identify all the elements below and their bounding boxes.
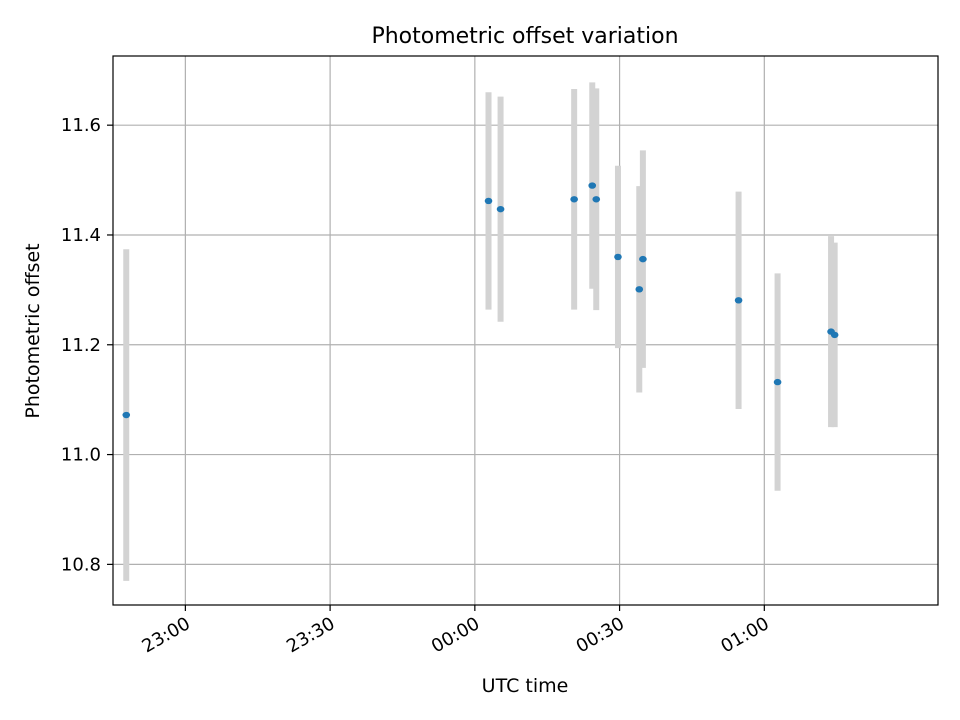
- data-point: [635, 286, 644, 293]
- error-bars: [123, 82, 838, 581]
- data-point: [639, 255, 647, 263]
- data-point: [773, 378, 782, 386]
- x-tick-label: 23:30: [283, 613, 338, 657]
- x-axis: 23:00 23:30 00:00 00:30 01:00: [138, 605, 773, 657]
- y-axis-label: Photometric offset: [22, 243, 44, 418]
- data-point: [588, 182, 597, 189]
- data-point: [614, 253, 622, 261]
- y-tick-label: 11.2: [61, 335, 101, 356]
- x-axis-label: UTC time: [482, 675, 569, 697]
- chart-title: Photometric offset variation: [371, 24, 678, 49]
- plot-area-frame: [112, 55, 939, 606]
- data-point: [830, 331, 839, 339]
- data-point: [484, 197, 493, 205]
- y-tick-label: 11.0: [61, 445, 101, 466]
- data-point: [570, 196, 578, 203]
- y-tick-label: 11.4: [61, 225, 101, 246]
- y-tick-label: 11.6: [61, 115, 101, 136]
- x-tick-label: 00:30: [573, 613, 628, 657]
- x-tick-label: 01:00: [717, 613, 772, 657]
- x-tick-label: 23:00: [138, 613, 193, 657]
- data-point: [592, 196, 601, 203]
- grid-lines: [113, 56, 938, 605]
- data-point: [496, 205, 505, 213]
- data-point: [734, 297, 743, 304]
- data-points: [122, 182, 839, 419]
- x-tick-label: 00:00: [428, 613, 483, 657]
- data-point: [122, 411, 131, 419]
- y-tick-label: 10.8: [61, 554, 101, 575]
- y-axis: 10.8 11.0 11.2 11.4 11.6: [61, 115, 113, 575]
